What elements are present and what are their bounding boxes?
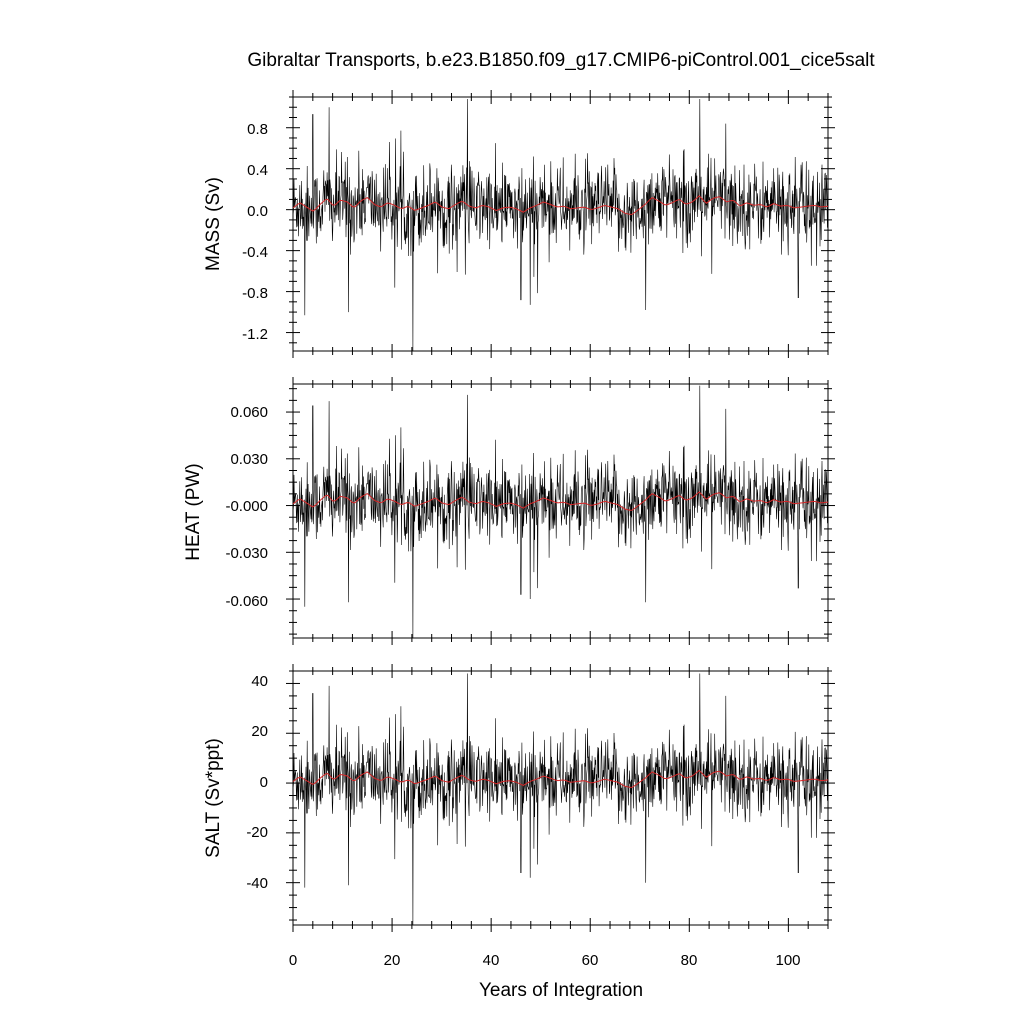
series-smooth-heat <box>292 491 829 511</box>
y-tick-label-heat: -0.060 <box>225 593 268 610</box>
x-tick-label: 60 <box>582 952 599 969</box>
y-tick-label-mass: -0.4 <box>242 244 268 261</box>
series-smooth-salt <box>292 769 829 788</box>
y-axis-label-salt: SALT (Sv*ppt) <box>203 738 224 858</box>
y-tick-label-mass: -0.8 <box>242 285 268 302</box>
series-raw-mass <box>292 98 829 352</box>
series-raw-salt <box>292 673 829 926</box>
y-tick-label-heat: 0.060 <box>230 404 268 421</box>
plot-frame-heat <box>292 383 829 639</box>
y-tick-label-salt: 20 <box>251 723 268 740</box>
x-tick-label: 0 <box>289 952 297 969</box>
x-axis-label: Years of Integration <box>479 980 643 1001</box>
x-axis: 0 20 40 60 80 100 Years of Integration <box>289 952 801 1001</box>
series-smooth-mass <box>292 195 829 215</box>
y-tick-label-heat: 0.030 <box>230 451 268 468</box>
x-tick-label: 100 <box>775 952 800 969</box>
x-tick-label: 20 <box>384 952 401 969</box>
y-axis-label-mass: MASS (Sv) <box>203 177 224 271</box>
y-tick-label-salt: 0 <box>260 774 268 791</box>
y-tick-label-mass: 0.4 <box>247 162 268 179</box>
y-tick-label-salt: -20 <box>246 824 268 841</box>
y-tick-label-mass: -1.2 <box>242 326 268 343</box>
plot-frame-mass <box>292 96 829 352</box>
y-tick-label-salt: 40 <box>251 673 268 690</box>
y-tick-label-heat: -0.000 <box>225 498 268 515</box>
y-tick-label-mass: 0.0 <box>247 203 268 220</box>
y-tick-label-mass: 0.8 <box>247 121 268 138</box>
chart-title: Gibraltar Transports, b.e23.B1850.f09_g1… <box>247 50 875 71</box>
series-raw-heat <box>292 385 829 639</box>
x-tick-label: 80 <box>681 952 698 969</box>
x-tick-label: 40 <box>483 952 500 969</box>
y-tick-label-heat: -0.030 <box>225 545 268 562</box>
panel-heat: HEAT (PW) 0.060 0.030 -0.000 -0.030 -0.0… <box>183 377 835 645</box>
panel-salt: SALT (Sv*ppt) 40 20 0 -20 -40 <box>203 664 835 932</box>
y-axis-label-heat: HEAT (PW) <box>183 463 204 560</box>
y-tick-label-salt: -40 <box>246 875 268 892</box>
panel-mass: MASS (Sv) 0.8 0.4 0.0 -0.4 -0.8 -1.2 <box>203 90 835 358</box>
plot-frame-salt <box>292 670 829 926</box>
